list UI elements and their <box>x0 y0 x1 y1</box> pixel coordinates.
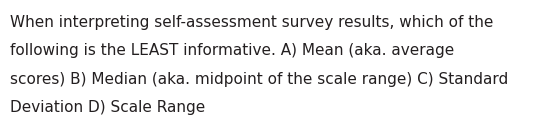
Text: scores) B) Median (aka. midpoint of the scale range) C) Standard: scores) B) Median (aka. midpoint of the … <box>10 72 508 87</box>
Text: Deviation D) Scale Range: Deviation D) Scale Range <box>10 100 205 115</box>
Text: When interpreting self-assessment survey results, which of the: When interpreting self-assessment survey… <box>10 15 493 30</box>
Text: following is the LEAST informative. A) Mean (aka. average: following is the LEAST informative. A) M… <box>10 43 454 58</box>
